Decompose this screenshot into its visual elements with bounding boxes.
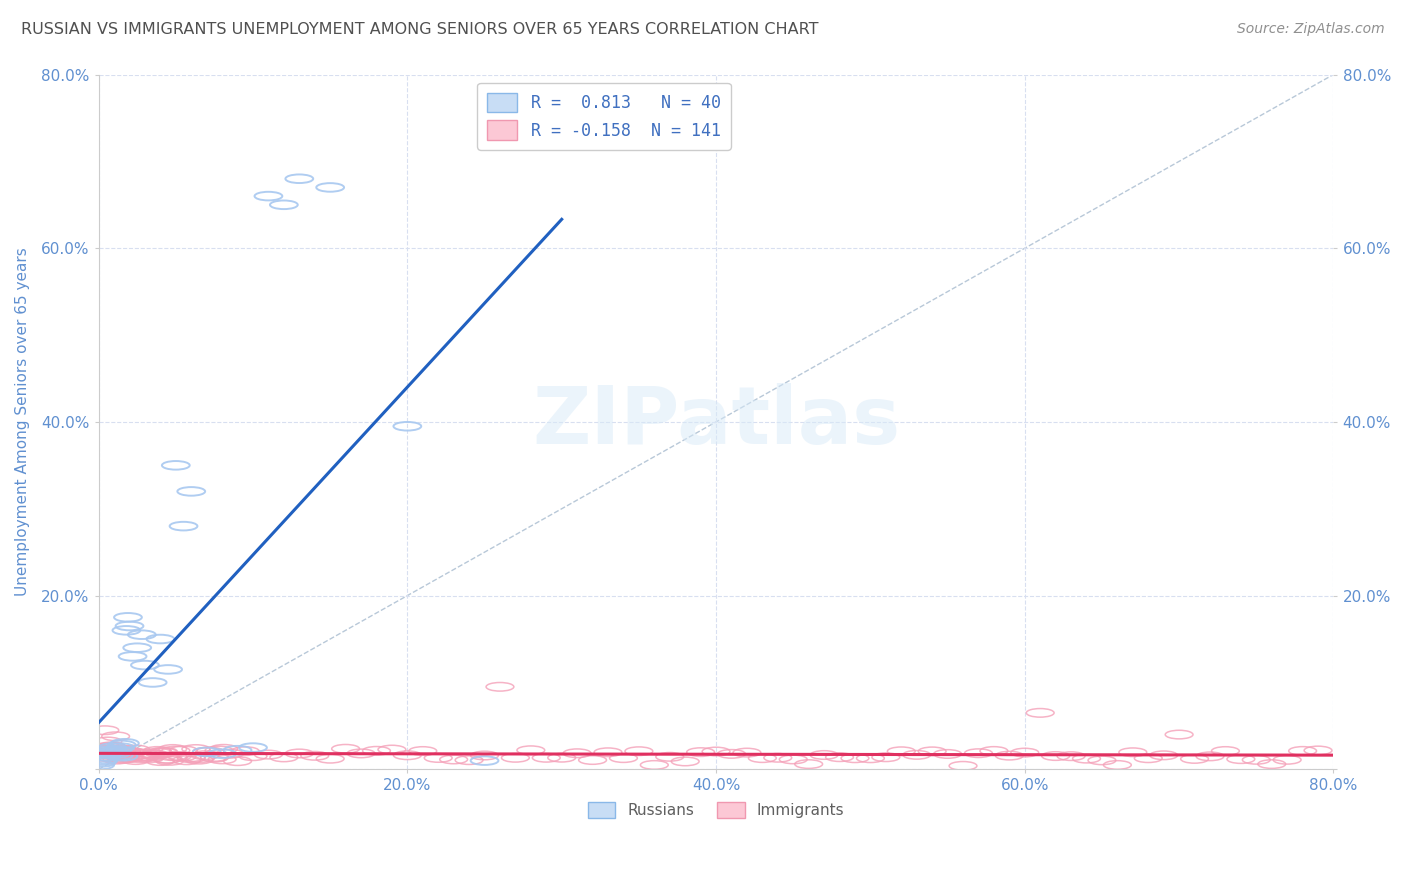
Text: ZIPatlas: ZIPatlas bbox=[531, 383, 900, 461]
Text: RUSSIAN VS IMMIGRANTS UNEMPLOYMENT AMONG SENIORS OVER 65 YEARS CORRELATION CHART: RUSSIAN VS IMMIGRANTS UNEMPLOYMENT AMONG… bbox=[21, 22, 818, 37]
Legend: Russians, Immigrants: Russians, Immigrants bbox=[582, 796, 851, 824]
Text: Source: ZipAtlas.com: Source: ZipAtlas.com bbox=[1237, 22, 1385, 37]
Y-axis label: Unemployment Among Seniors over 65 years: Unemployment Among Seniors over 65 years bbox=[15, 248, 30, 596]
